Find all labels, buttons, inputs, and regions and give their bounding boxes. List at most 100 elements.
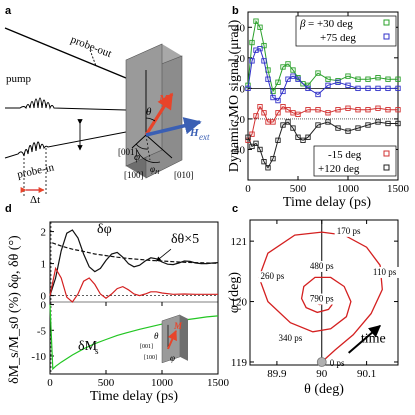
panel-b-x-tick-label: 1500 — [387, 183, 410, 195]
panel-c-time-label-2: 260 ps — [261, 271, 285, 281]
panel-b-data-point — [270, 119, 276, 125]
panel-b-data-point — [275, 79, 281, 85]
panel-b-legend-bottom-box — [313, 145, 397, 177]
panel-a-schematic: a probe-out pump probe-in Δt M — [4, 5, 210, 206]
panel-b-data-point — [285, 119, 291, 125]
panel-b-y-tick-label: 20 — [234, 53, 246, 65]
panel-b-x-tick-label: 0 — [245, 183, 251, 195]
panel-b-data-point — [295, 111, 301, 117]
panel-d-series-line-1 — [51, 242, 219, 264]
panel-b-data-point — [257, 104, 263, 110]
panel-b-y-axis-label: Dynamic MO signal (μrad) — [227, 19, 242, 172]
panel-c-time-label-bg — [307, 293, 336, 305]
panel-b-data-point — [300, 81, 306, 87]
panel-d-inset-direction-100: [100] — [144, 355, 157, 361]
panel-d-label-dms-sub: s — [95, 346, 99, 356]
panel-c-start-marker — [316, 357, 327, 367]
panel-b-data-point — [253, 18, 259, 24]
panel-b-legend-entry-1: +75 deg — [320, 32, 356, 44]
panel-b-data-point — [253, 113, 259, 119]
panel-b-data-point — [280, 64, 286, 70]
panel-b-data-point — [300, 137, 306, 143]
panel-d-inset-direction-001: [001] — [140, 344, 153, 350]
panel-c-time-label-5: 340 ps — [278, 333, 302, 343]
panel-b-data-point — [270, 94, 276, 101]
panel-c-time-label-bg — [370, 266, 399, 278]
panel-b-data-point — [249, 39, 255, 46]
panel-b-data-point — [270, 88, 276, 95]
panel-label-a: a — [5, 5, 12, 17]
panel-b-data-point — [285, 76, 291, 82]
axis-100-line — [131, 134, 147, 149]
panel-b-data-point — [355, 125, 361, 131]
panel-b-data-point — [290, 125, 296, 131]
panel-b-data-point — [395, 76, 401, 82]
panel-d-series-line-0 — [49, 229, 219, 296]
panel-d-x-axis-label: Time delay (ps) — [90, 389, 178, 404]
panel-b-data-point — [325, 76, 331, 82]
sample-front — [125, 43, 163, 167]
panel-d-x-tick-label: 0 — [47, 377, 53, 389]
panel-b-data-point — [365, 85, 371, 92]
panel-b-data-point — [335, 107, 341, 113]
panel-b-data-point — [245, 85, 251, 92]
panel-d-y-tick-label-top: 2 — [41, 227, 47, 239]
pump-label: pump — [6, 73, 32, 85]
panel-d-series-line-2 — [49, 266, 218, 303]
panel-c-time-label-1: 110 ps — [373, 267, 397, 277]
external-field-subscript: ext — [199, 132, 210, 142]
panel-c-start-label: 0 ps — [330, 358, 345, 368]
direction-001-label: [001] — [118, 147, 138, 157]
panel-d-dtheta-arrow-icon — [156, 248, 172, 262]
panel-b-legend-marker-0 — [383, 19, 390, 26]
panel-b-data-point — [249, 143, 255, 150]
external-field-label: H — [189, 127, 199, 139]
panel-b-data-point — [285, 107, 291, 113]
panel-d-y-axis-label-top: δφ, δθ (°) — [7, 235, 22, 289]
panel-b-y-tick-label: -20 — [230, 114, 245, 126]
projection-line — [145, 134, 151, 161]
panel-b-y-tick-label: 40 — [234, 22, 246, 34]
panel-b-data-point — [395, 107, 401, 113]
panel-b-data-point — [395, 120, 401, 127]
panel-d-label-dtheta: δθ×5 — [171, 232, 199, 247]
panel-b-data-point — [290, 110, 296, 116]
magnetization-vector-icon — [144, 92, 174, 136]
panel-b-data-point — [345, 82, 351, 88]
panel-d-inset-phi-label: φ — [170, 353, 175, 363]
panel-c-x-tick-label: 89.9 — [267, 368, 287, 380]
panel-c-time-arrow-icon — [348, 324, 381, 354]
panel-b-legend-prefix: β — [299, 18, 306, 30]
panel-b-plot-frame — [247, 11, 399, 181]
probe-out-beam — [4, 27, 127, 79]
panel-b-data-point — [295, 76, 301, 82]
probe-out-polarization-icon — [89, 49, 97, 67]
panel-d-y-tick-label-top: 0 — [41, 291, 47, 303]
panel-c-time-label-3: 480 ps — [310, 261, 334, 271]
panel-b-data-point — [385, 76, 391, 82]
panel-b-data-point — [257, 146, 263, 153]
panel-c-time-label-bg — [334, 225, 363, 237]
panel-b-data-point — [265, 119, 271, 125]
panel-b-data-point — [305, 134, 311, 140]
panel-c-time-label-bg — [276, 332, 305, 344]
panel-d-inset-magnetization-icon — [167, 329, 177, 350]
panel-b-data-point — [257, 24, 263, 30]
panel-c-y-tick-label: 121 — [231, 236, 248, 248]
panel-d-x-tick-label: 500 — [98, 377, 115, 389]
panel-b-legend-entry-2: -15 deg — [328, 149, 362, 161]
axis-010-line — [145, 134, 173, 159]
panel-b-data-point — [265, 165, 271, 171]
panel-b-data-point — [375, 119, 381, 125]
panel-d-label-dphi: δφ — [97, 222, 112, 237]
panel-b-data-point — [261, 58, 267, 64]
panel-c-y-tick-label: 120 — [231, 297, 248, 309]
panel-b-data-point — [305, 85, 311, 92]
panel-d-series-line-3 — [49, 304, 219, 371]
panel-c-time-label-0: 170 ps — [337, 226, 361, 236]
panel-b-data-point — [355, 85, 361, 92]
panel-b-y-tick-label: -40 — [230, 144, 245, 156]
panel-b-data-point — [315, 122, 321, 128]
panel-label-d: d — [5, 203, 12, 215]
